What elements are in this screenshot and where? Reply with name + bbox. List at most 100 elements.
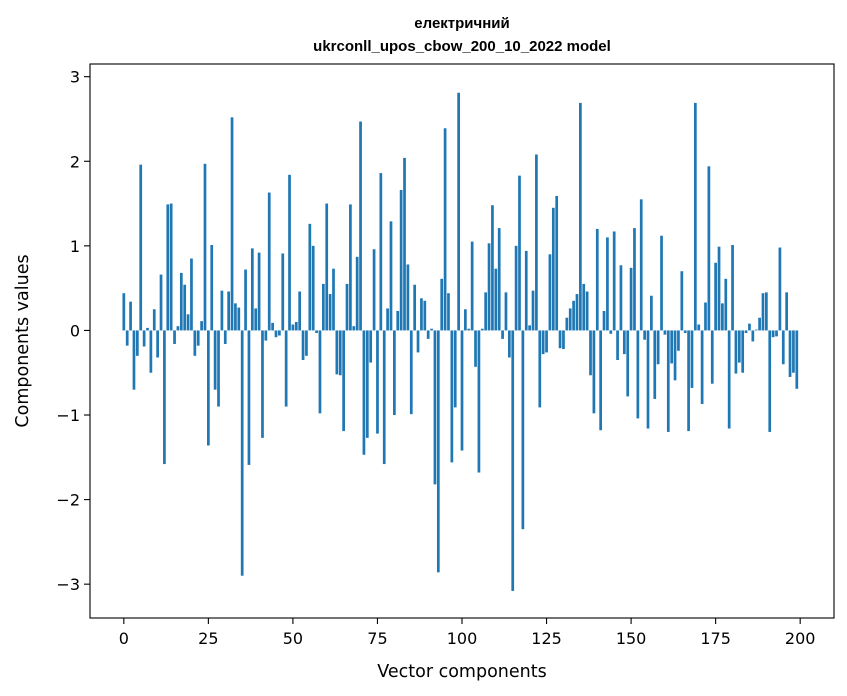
bar-27 [213, 330, 217, 390]
bar-130 [562, 330, 565, 350]
bar-110 [494, 268, 498, 331]
bar-60 [325, 203, 329, 331]
bar-168 [690, 330, 694, 388]
bar-65 [342, 330, 345, 432]
bar-113 [504, 292, 508, 331]
bar-127 [551, 207, 555, 331]
bar-31 [227, 291, 231, 331]
bar-195 [781, 330, 785, 365]
bar-162 [670, 330, 674, 364]
y-tick-label: 1 [70, 237, 80, 256]
bar-47 [281, 253, 285, 331]
bar-63 [335, 330, 339, 375]
bar-28 [217, 330, 220, 407]
bar-180 [731, 245, 734, 331]
x-tick-label: 0 [119, 629, 129, 648]
bar-55 [308, 223, 312, 331]
bar-190 [765, 292, 768, 331]
bar-187 [754, 329, 758, 331]
bar-1 [125, 330, 129, 346]
bar-15 [173, 330, 176, 344]
bar-147 [619, 265, 623, 331]
bar-175 [714, 262, 717, 331]
bar-165 [680, 271, 684, 331]
bar-0 [122, 293, 126, 331]
bar-134 [575, 294, 579, 331]
bar-72 [365, 330, 369, 438]
bar-199 [795, 330, 799, 389]
bar-108 [487, 243, 491, 331]
bar-157 [653, 330, 657, 399]
y-tick-label: 3 [70, 68, 80, 87]
bar-10 [156, 330, 159, 358]
bar-112 [501, 330, 504, 339]
bar-159 [660, 235, 663, 331]
bar-135 [579, 102, 582, 331]
bar-143 [606, 237, 609, 331]
bar-50 [291, 324, 295, 331]
bar-35 [240, 330, 244, 576]
y-tick-label: −2 [56, 491, 80, 510]
bar-104 [474, 330, 477, 367]
bar-44 [271, 322, 274, 331]
bar-182 [737, 330, 741, 363]
bar-107 [484, 292, 488, 331]
x-tick-label: 75 [367, 629, 387, 648]
bar-18 [183, 284, 187, 331]
bar-106 [480, 328, 484, 331]
bar-133 [572, 300, 575, 331]
bar-141 [599, 330, 603, 431]
bar-73 [369, 330, 373, 363]
bar-189 [761, 293, 765, 331]
bar-172 [704, 302, 707, 331]
bar-42 [264, 330, 268, 341]
bar-142 [602, 310, 606, 331]
bar-125 [545, 330, 548, 353]
bar-5 [139, 164, 143, 331]
bar-49 [288, 174, 291, 331]
bar-62 [332, 268, 335, 331]
bar-24 [203, 163, 207, 331]
bar-86 [413, 284, 417, 331]
bar-131 [565, 317, 569, 331]
bar-85 [409, 330, 413, 415]
bar-34 [237, 307, 241, 331]
bar-40 [257, 252, 261, 331]
bar-132 [568, 308, 572, 331]
bar-179 [727, 330, 731, 429]
bar-140 [595, 228, 599, 331]
bar-121 [531, 290, 535, 331]
bar-41 [261, 330, 264, 438]
bar-20 [190, 258, 193, 331]
bar-137 [585, 291, 589, 331]
bar-90 [426, 330, 430, 339]
bar-25 [207, 330, 210, 446]
bar-16 [176, 326, 180, 331]
bar-139 [592, 330, 596, 414]
bar-181 [734, 330, 738, 374]
bar-193 [775, 330, 778, 337]
bar-71 [362, 330, 366, 455]
bar-160 [663, 330, 667, 335]
bar-163 [673, 330, 677, 381]
bar-51 [294, 321, 298, 331]
bar-97 [450, 330, 454, 463]
bar-36 [244, 269, 247, 331]
bar-191 [768, 330, 772, 432]
bar-91 [430, 328, 433, 331]
bar-95 [443, 128, 447, 331]
y-axis-ticks: −3 −2 −1 0 1 2 3 [56, 68, 90, 594]
bar-123 [538, 330, 542, 408]
bar-129 [558, 330, 562, 349]
bar-75 [376, 330, 379, 434]
y-tick-label: −3 [56, 575, 80, 594]
x-tick-label: 175 [700, 629, 731, 648]
bar-150 [629, 267, 633, 331]
bar-59 [321, 283, 325, 331]
bar-174 [710, 330, 714, 384]
bar-98 [453, 330, 457, 408]
bar-76 [379, 173, 383, 331]
bar-83 [403, 157, 406, 331]
bar-74 [372, 249, 376, 331]
